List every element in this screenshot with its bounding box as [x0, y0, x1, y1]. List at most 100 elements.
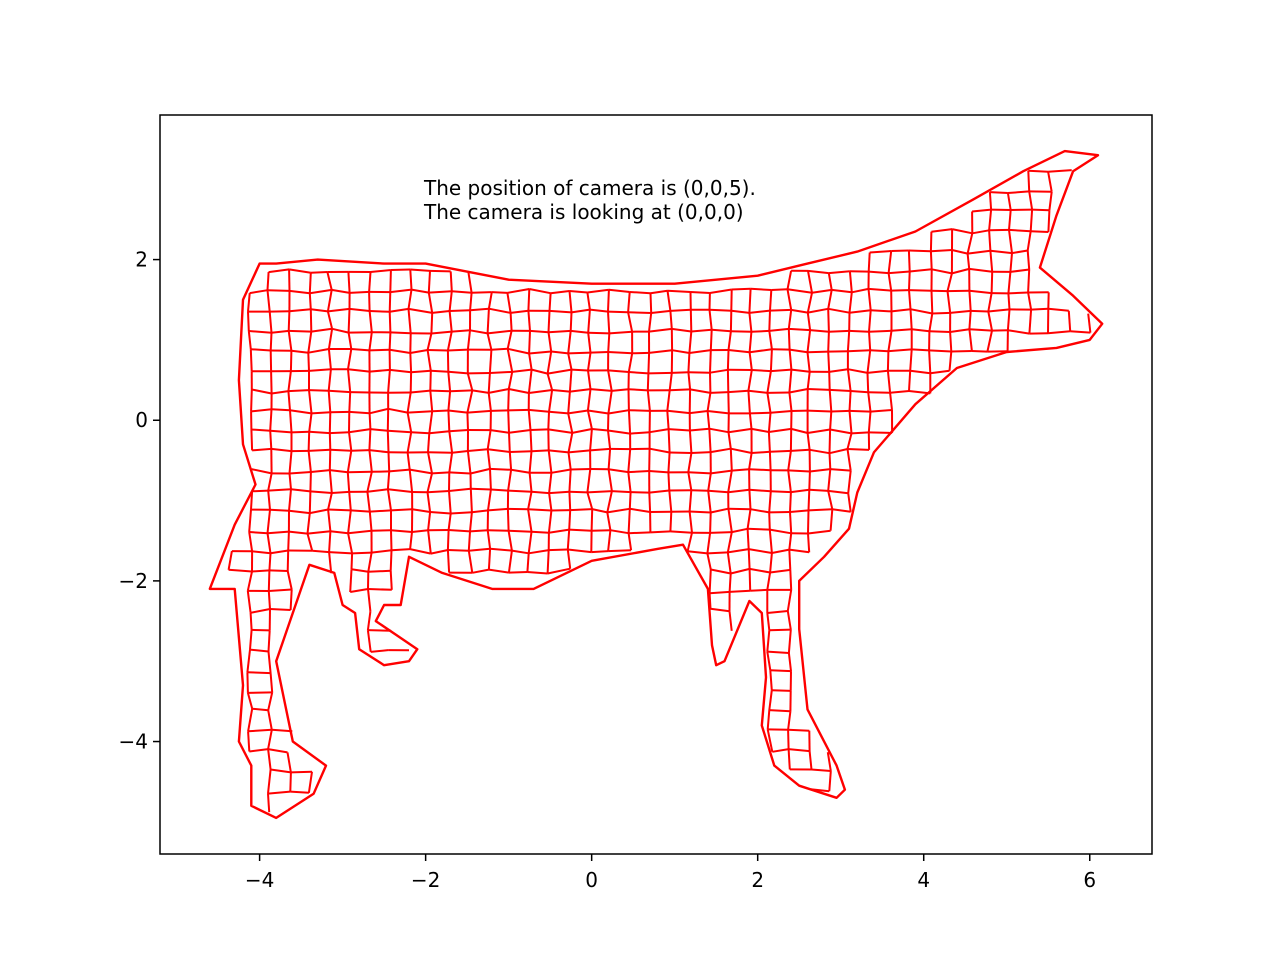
mesh-edge: [447, 513, 452, 531]
mesh-edge: [867, 369, 889, 374]
mesh-edge: [531, 449, 549, 453]
axes: −4 −2 0 2 4 6 2 0 −2 −4: [119, 248, 1097, 892]
mesh-edge: [749, 468, 771, 472]
mesh-edge: [570, 468, 591, 471]
mesh-edge: [727, 331, 732, 351]
mesh-edge: [591, 508, 608, 514]
mesh-edge: [687, 352, 691, 373]
mesh-edge: [367, 488, 389, 493]
mesh-edge: [369, 368, 390, 373]
mesh-edge: [448, 487, 471, 492]
mesh-edge: [808, 750, 813, 770]
mesh-edge: [309, 430, 330, 435]
mesh-edge: [609, 330, 633, 335]
mesh-edge: [829, 509, 834, 531]
mesh-edge: [328, 470, 333, 494]
mesh-edge: [252, 489, 269, 493]
mesh-edge: [807, 428, 831, 434]
mesh-edge: [268, 488, 292, 492]
mesh-edge: [470, 307, 489, 312]
mesh-edge: [809, 488, 829, 492]
mesh-edge: [710, 469, 732, 475]
mesh-edge: [628, 409, 650, 412]
mesh-edge: [847, 470, 852, 494]
mesh-edge: [950, 309, 971, 314]
mesh-edge: [707, 473, 712, 491]
x-tick-label: −2: [411, 868, 440, 892]
mesh-edge: [390, 529, 413, 533]
mesh-edge: [706, 410, 711, 429]
mesh-edge: [469, 512, 473, 532]
mesh-edge: [309, 288, 332, 295]
mesh-edge: [410, 389, 431, 394]
mesh-edge: [448, 291, 453, 312]
mesh-edge: [567, 452, 572, 470]
mesh-edge: [766, 651, 772, 671]
mesh-edge: [427, 452, 433, 474]
mesh-edge: [470, 487, 491, 491]
mesh-edge: [828, 371, 831, 390]
mesh-edge: [252, 707, 269, 712]
mesh-edge: [311, 327, 333, 333]
mesh-edge: [986, 330, 993, 352]
mesh-edge: [509, 450, 532, 453]
mesh-edge: [467, 409, 491, 414]
mesh-edge: [289, 410, 293, 433]
mesh-edge: [370, 269, 391, 273]
mesh-edge: [527, 310, 531, 331]
mesh-edge: [691, 451, 711, 454]
mesh-edge: [267, 570, 271, 592]
mesh-edge: [531, 368, 548, 375]
mesh-edge: [486, 530, 492, 549]
mesh-edge: [688, 490, 693, 512]
mesh-edge: [766, 370, 772, 394]
mesh-edge: [827, 289, 833, 309]
mesh-edge: [430, 369, 449, 373]
mesh-edge: [908, 290, 912, 310]
mesh-edge: [789, 388, 808, 394]
mesh-edge: [689, 388, 711, 394]
x-tick-label: 0: [585, 868, 598, 892]
mesh-edge: [867, 392, 872, 412]
mesh-edge: [267, 793, 271, 813]
mesh-edge: [766, 630, 771, 652]
mesh-edge: [768, 330, 773, 350]
mesh-edge: [610, 529, 629, 535]
mesh-edge: [527, 531, 533, 554]
mesh-edge: [591, 550, 609, 554]
mesh-edge: [729, 589, 751, 593]
mesh-edge: [426, 333, 433, 351]
mesh-edge: [727, 432, 732, 449]
mesh-edge: [789, 569, 793, 590]
mesh-edge: [787, 288, 813, 294]
mesh-edge: [247, 330, 252, 350]
mesh-edge: [788, 533, 793, 550]
mesh-edge: [348, 432, 353, 451]
mesh-edge: [386, 471, 391, 490]
mesh-edge: [848, 410, 853, 434]
mesh-edge: [771, 689, 791, 692]
wireframe-mesh: [208, 149, 1104, 820]
mesh-edge: [449, 271, 453, 292]
mesh-edge: [427, 270, 431, 293]
mesh-edge: [769, 670, 773, 691]
mesh-edge: [1067, 310, 1072, 332]
mesh-edge: [649, 447, 670, 454]
mesh-edge: [846, 330, 851, 352]
mesh-edge: [908, 271, 911, 291]
mesh-edge: [446, 529, 450, 551]
mesh-edge: [591, 529, 611, 532]
mesh-edge: [289, 308, 311, 313]
mesh-edge: [528, 408, 550, 413]
mesh-edge: [369, 407, 389, 415]
mesh-edge: [786, 289, 793, 311]
mesh-edge: [788, 728, 810, 732]
mesh-edge: [648, 349, 673, 354]
mesh-edge: [607, 289, 610, 312]
mesh-edge: [547, 332, 553, 352]
mesh-edge: [827, 351, 831, 372]
mesh-edge: [228, 568, 253, 573]
mesh-edge: [528, 549, 549, 555]
mesh-edge: [868, 287, 892, 292]
mesh-edge: [891, 308, 911, 313]
